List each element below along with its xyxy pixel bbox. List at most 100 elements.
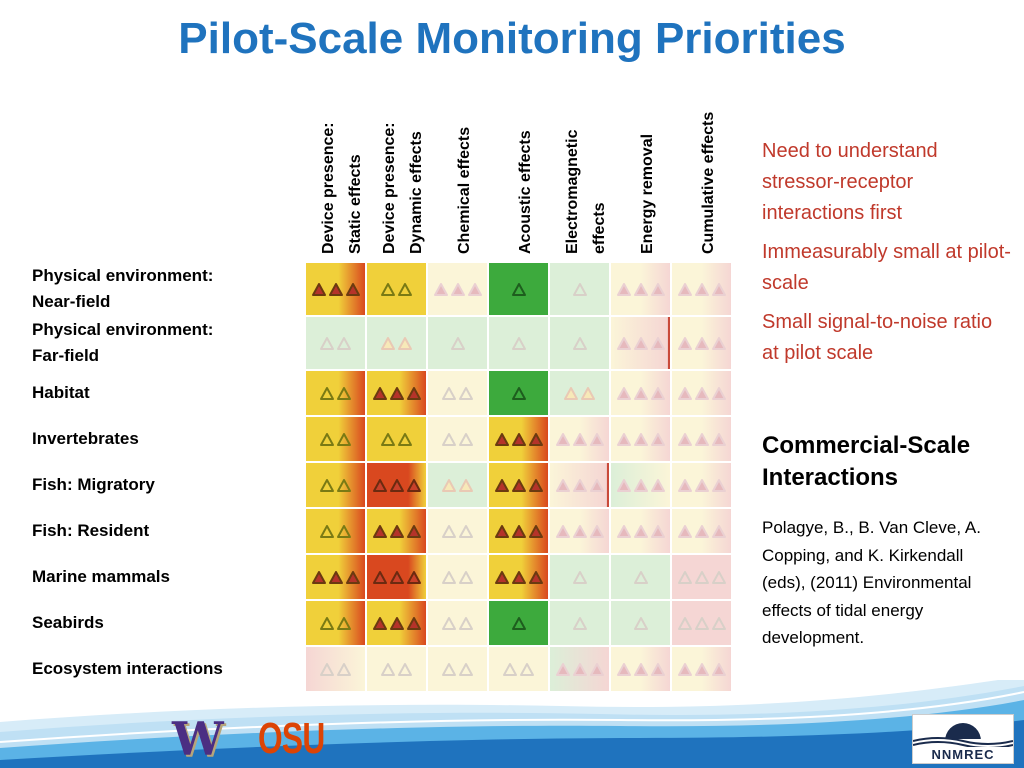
triangle-icon — [528, 524, 543, 538]
row-label: Fish: Resident — [32, 521, 150, 540]
matrix-cell — [488, 416, 549, 462]
triangle-rating-icon — [677, 616, 726, 630]
triangle-icon — [459, 570, 473, 584]
matrix-cell — [305, 646, 366, 692]
osu-logo: OSU — [258, 714, 325, 763]
note-green: Need to understand stressor-receptor int… — [762, 140, 938, 224]
triangle-rating-icon — [494, 478, 543, 492]
column-header-label: Electromagnetic effects — [564, 129, 608, 254]
triangle-icon — [711, 524, 726, 538]
triangle-rating-icon — [320, 478, 351, 492]
triangle-icon — [616, 336, 631, 350]
triangle-icon — [694, 386, 709, 400]
column-header: Device presence: Dynamic effects — [368, 74, 430, 254]
citation: Polagye, B., B. Van Cleve, A. Copping, a… — [762, 518, 981, 647]
nnmrec-label: NNMREC — [931, 747, 995, 762]
triangle-icon — [711, 478, 726, 492]
matrix-cell — [305, 554, 366, 600]
triangle-icon — [398, 336, 412, 350]
triangle-icon — [381, 282, 395, 296]
matrix-cell — [427, 646, 488, 692]
triangle-rating-icon — [572, 282, 587, 296]
row-label: Marine mammals — [32, 567, 170, 586]
triangle-rating-icon — [442, 524, 473, 538]
matrix-cell — [366, 646, 427, 692]
triangle-rating-icon — [564, 386, 595, 400]
triangle-icon — [633, 282, 648, 296]
matrix-cell — [671, 554, 732, 600]
uw-logo: W — [172, 712, 224, 766]
triangle-icon — [398, 432, 412, 446]
matrix-cell — [427, 316, 488, 370]
triangle-rating-icon — [555, 662, 604, 676]
matrix-cell — [488, 370, 549, 416]
triangle-icon — [459, 662, 473, 676]
row-label: Habitat — [32, 383, 90, 402]
triangle-icon — [633, 478, 648, 492]
matrix-cell — [610, 600, 671, 646]
triangle-icon — [337, 336, 351, 350]
triangle-icon — [520, 662, 534, 676]
triangle-icon — [677, 478, 692, 492]
triangle-icon — [337, 478, 351, 492]
matrix-cell — [427, 554, 488, 600]
triangle-rating-icon — [320, 524, 351, 538]
column-header: Cumulative effects — [673, 74, 735, 254]
matrix-cell — [427, 462, 488, 508]
matrix-cell — [549, 508, 610, 554]
triangle-icon — [694, 336, 709, 350]
triangle-icon — [459, 386, 473, 400]
triangle-rating-icon — [572, 336, 587, 350]
matrix-cell — [549, 262, 610, 316]
triangle-rating-icon — [372, 570, 421, 584]
matrix-cell — [610, 646, 671, 692]
triangle-rating-icon — [677, 386, 726, 400]
triangle-rating-icon — [442, 386, 473, 400]
triangle-icon — [450, 282, 465, 296]
matrix-cell — [488, 508, 549, 554]
triangle-icon — [677, 336, 692, 350]
triangle-rating-icon — [616, 524, 665, 538]
column-header-label: Cumulative effects — [699, 111, 717, 254]
matrix-cell — [488, 646, 549, 692]
triangle-rating-icon — [311, 282, 360, 296]
triangle-rating-icon — [442, 616, 473, 630]
triangle-icon — [381, 662, 395, 676]
triangle-icon — [442, 386, 456, 400]
triangle-icon — [633, 524, 648, 538]
matrix-cell — [427, 370, 488, 416]
triangle-icon — [320, 478, 334, 492]
triangle-icon — [511, 336, 526, 350]
matrix-cell — [610, 316, 671, 370]
triangle-icon — [467, 282, 482, 296]
triangle-rating-icon — [677, 524, 726, 538]
triangle-icon — [320, 662, 334, 676]
triangle-icon — [555, 432, 570, 446]
triangle-icon — [650, 386, 665, 400]
triangle-icon — [389, 616, 404, 630]
matrix-cell — [427, 508, 488, 554]
triangle-icon — [442, 524, 456, 538]
triangle-icon — [372, 524, 387, 538]
triangle-icon — [320, 386, 334, 400]
triangle-icon — [398, 662, 412, 676]
triangle-rating-icon — [320, 386, 351, 400]
triangle-icon — [572, 570, 587, 584]
row-label: Invertebrates — [32, 429, 139, 448]
triangle-icon — [406, 570, 421, 584]
commercial-heading: Commercial-Scale Interactions — [762, 432, 971, 491]
page-title: Pilot-Scale Monitoring Priorities — [178, 14, 846, 63]
triangle-icon — [589, 432, 604, 446]
triangle-icon — [694, 524, 709, 538]
triangle-icon — [345, 570, 360, 584]
triangle-rating-icon — [633, 616, 648, 630]
triangle-icon — [345, 282, 360, 296]
legend-notes: Need to understand stressor-receptor int… — [762, 136, 1012, 377]
triangle-icon — [442, 662, 456, 676]
triangle-icon — [677, 282, 692, 296]
triangle-icon — [616, 524, 631, 538]
matrix-cell — [671, 646, 732, 692]
matrix-cell — [671, 316, 732, 370]
triangle-icon — [528, 432, 543, 446]
row-label: Physical environment: Far-field — [32, 320, 214, 365]
